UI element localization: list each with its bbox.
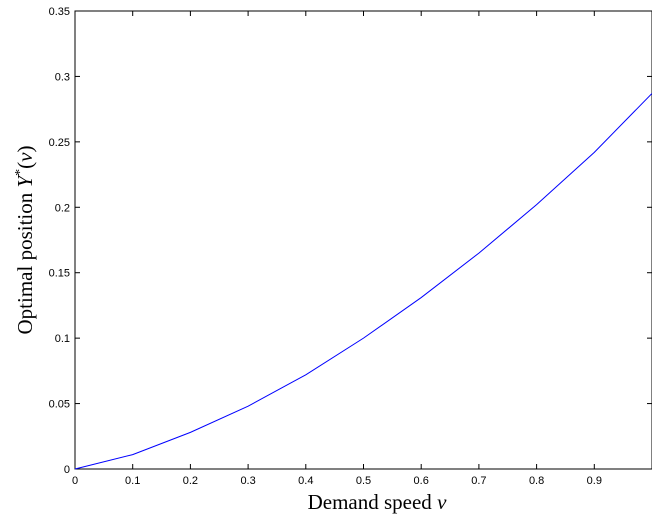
x-tick-label: 0.6 (414, 475, 429, 487)
y-tick-label: 0.15 (49, 268, 70, 280)
x-axis: 0 0.1 0.2 0.3 0.4 0.5 0.6 0.7 0.8 0.9 (72, 11, 602, 487)
x-tick-label: 0.5 (356, 475, 371, 487)
y-tick-label: 0.25 (49, 137, 70, 149)
plot-area (74, 10, 652, 470)
x-tick-label: 0.4 (298, 475, 313, 487)
y-tick-label: 0.3 (55, 71, 70, 83)
series-line (74, 93, 652, 470)
series-group (74, 93, 652, 470)
x-tick-label: 0 (72, 475, 78, 487)
x-tick-label: 0.1 (125, 475, 140, 487)
y-tick-label: 0.2 (55, 202, 70, 214)
y-tick-label: 0.1 (55, 333, 70, 345)
x-tick-label: 0.2 (183, 475, 198, 487)
y-tick-label: 0.05 (49, 399, 70, 411)
y-tick-label: 0 (64, 464, 70, 476)
x-tick-label: 0.8 (529, 475, 544, 487)
x-axis-label: Demand speed v (308, 490, 447, 514)
y-axis: 0 0.05 0.1 0.15 0.2 0.25 0.3 0.35 (49, 6, 652, 476)
y-tick-label: 0.35 (49, 6, 70, 18)
x-tick-label: 0.3 (240, 475, 255, 487)
y-axis-label: Optimal position Y*(v) (13, 145, 37, 334)
x-tick-label: 0.7 (471, 475, 486, 487)
x-tick-label: 0.9 (587, 475, 602, 487)
